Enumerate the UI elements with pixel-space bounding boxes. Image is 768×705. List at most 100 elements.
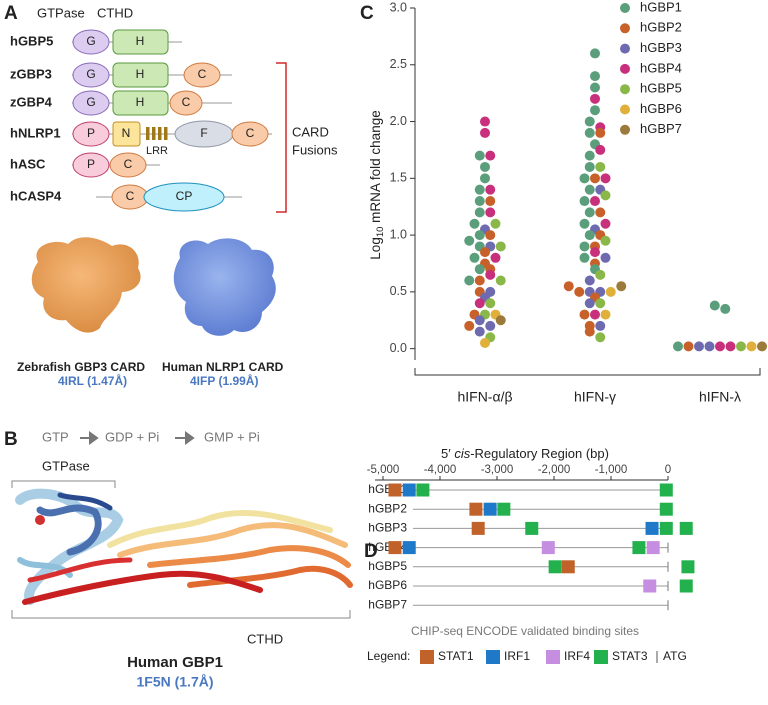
header: GTPase — [37, 5, 85, 20]
structure-nlrp1 — [173, 238, 276, 336]
dot — [563, 281, 574, 292]
dot — [709, 300, 720, 311]
x-tick-label: -3,000 — [481, 464, 514, 476]
x-axis — [414, 368, 761, 376]
title-part: cis — [454, 446, 470, 461]
binding-site — [561, 560, 575, 574]
dot — [474, 298, 485, 309]
legend-label: STAT3 — [612, 649, 648, 663]
structure-name: Human NLRP1 CARD — [162, 360, 284, 374]
dot — [720, 303, 731, 314]
y-label-sub: 10 — [375, 227, 386, 238]
dot — [474, 275, 485, 286]
dot — [495, 315, 506, 326]
legend-swatch — [594, 650, 608, 664]
domain-g — [72, 29, 110, 55]
dot — [480, 337, 490, 348]
domain-label: C — [126, 189, 135, 203]
dot — [683, 341, 694, 352]
panel-d: D 5′ cis-Regulatory Region (bp) CHIP-seq… — [364, 446, 695, 664]
dot — [485, 230, 496, 241]
dot — [485, 269, 496, 280]
legend-label: hGBP2 — [640, 20, 682, 35]
reaction-step: GDP + Pi — [105, 429, 159, 444]
dot — [715, 341, 725, 352]
bracket — [11, 480, 116, 488]
dot — [579, 241, 590, 252]
row-name: hGBP5 — [10, 33, 53, 48]
panel-a: A GTPase CTHD hGBP5 zGBP3 zGBP4 hNLRP1 h… — [4, 3, 338, 388]
domain-label: CP — [176, 189, 193, 203]
dot — [605, 286, 616, 297]
legend-dot — [620, 3, 630, 13]
binding-site — [679, 579, 693, 593]
lrr-label: LRR — [146, 145, 168, 157]
domain-g — [72, 90, 110, 116]
binding-site — [525, 521, 539, 535]
dot — [600, 218, 611, 229]
bracket — [11, 610, 351, 619]
dot — [464, 320, 475, 331]
caption: CHIP-seq ENCODE validated binding sites — [411, 624, 639, 638]
dot — [579, 252, 590, 263]
x-tick-label: hIFN-α/β — [457, 389, 512, 405]
structure-pdb: 4IFP (1.99Å) — [190, 373, 258, 388]
row-name: zGBP3 — [10, 66, 52, 81]
dot — [595, 269, 606, 280]
gene-label: hGBP6 — [368, 578, 407, 592]
dot — [474, 207, 485, 218]
binding-site — [659, 521, 673, 535]
dot — [485, 196, 496, 207]
domain-c — [109, 152, 147, 178]
reaction-step: GMP + Pi — [204, 429, 260, 444]
dot — [600, 235, 611, 246]
dot — [474, 184, 485, 195]
domain-cp — [143, 182, 225, 212]
panel-label: D — [364, 541, 378, 562]
dot — [495, 241, 506, 252]
dot — [485, 207, 496, 218]
dot — [579, 173, 590, 184]
binding-site — [388, 483, 402, 497]
y-label-part: mRNA fold change — [368, 110, 383, 226]
x-tick-label: hIFN-γ — [574, 389, 616, 405]
dot — [616, 281, 627, 292]
legend-dot — [620, 23, 630, 34]
binding-site — [659, 502, 673, 516]
legend-label: IRF1 — [504, 649, 530, 663]
dot — [590, 48, 600, 59]
legend-dot — [620, 104, 630, 115]
dot — [590, 105, 600, 116]
legend-label: STAT1 — [438, 649, 474, 663]
x-tick-label: -1,000 — [595, 464, 628, 476]
dot — [480, 127, 490, 138]
structure-name: Zebrafish GBP3 CARD — [17, 360, 145, 374]
gene-label: hGBP7 — [368, 597, 407, 611]
domain-label: H — [136, 95, 145, 109]
legend-label: hGBP6 — [640, 101, 682, 116]
protein-pdb: 1F5N (1.7Å) — [136, 674, 213, 690]
domain-label: G — [86, 67, 95, 81]
y-tick-label: 0.5 — [390, 284, 407, 298]
domain-name: GTPase — [42, 458, 90, 473]
dot — [584, 326, 595, 337]
row-name: hASC — [10, 156, 46, 171]
dot — [600, 190, 611, 201]
structure-zgbp3 — [31, 237, 141, 333]
legend-dot — [620, 43, 630, 54]
dot — [474, 264, 485, 275]
domain-label: C — [246, 126, 255, 140]
legend-dot — [620, 84, 630, 95]
dot — [595, 161, 606, 172]
dot — [746, 341, 757, 352]
dot — [694, 341, 704, 352]
binding-site — [416, 483, 430, 497]
dot — [579, 309, 590, 320]
legend-label: hGBP7 — [640, 121, 682, 136]
dot — [595, 298, 606, 309]
domain-label: P — [87, 126, 95, 140]
dot — [574, 286, 585, 297]
panel-c: C Log10 mRNA fold change 0.0 0.5 1.0 1.5 2.0… — [360, 0, 767, 405]
dot — [464, 235, 475, 246]
dot — [590, 71, 600, 82]
